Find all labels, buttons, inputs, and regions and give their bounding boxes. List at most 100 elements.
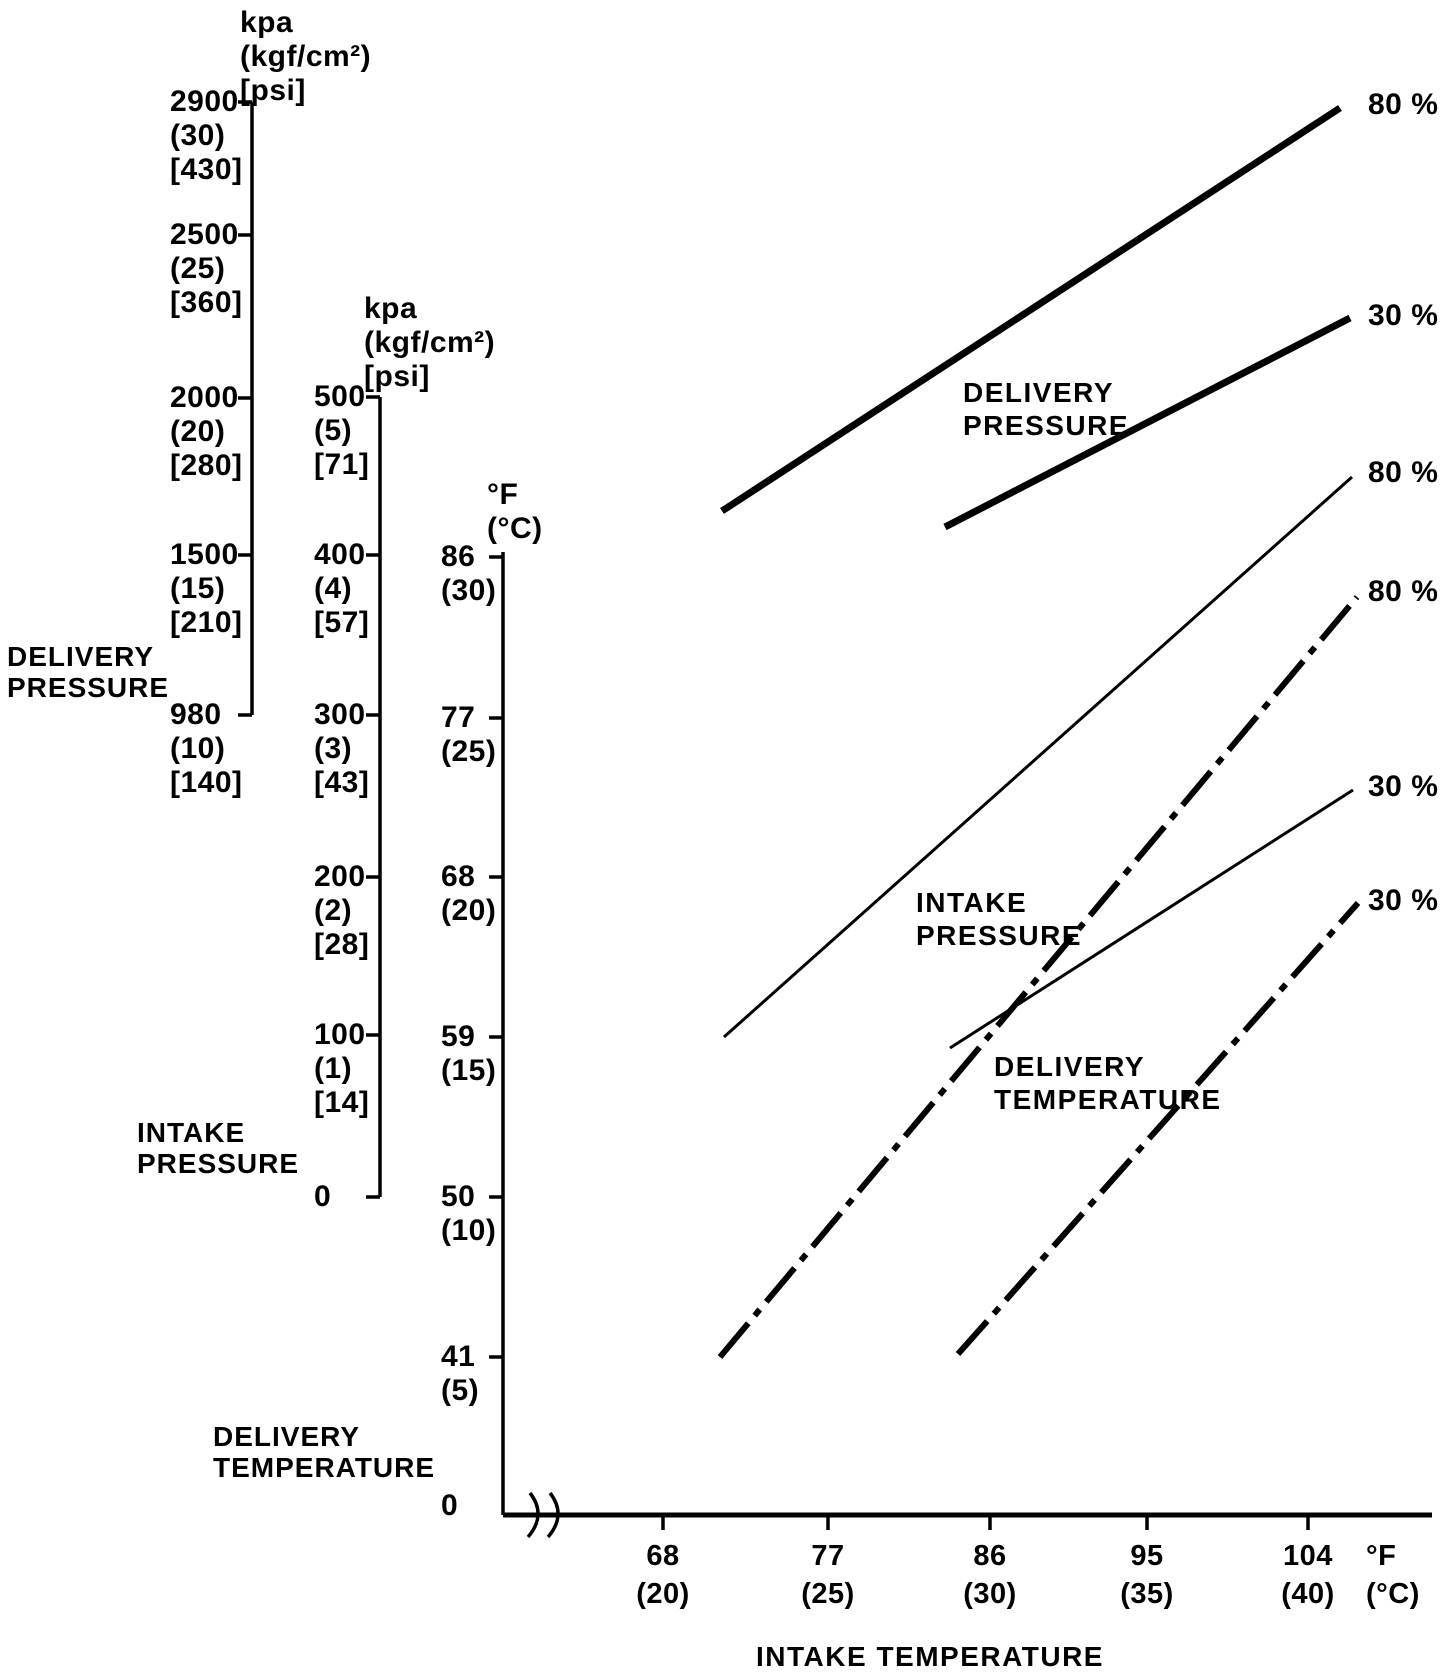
delivery-temperature-scale-tick-label: 0 (441, 1489, 458, 1523)
series-intake-pressure-80 (723, 475, 1353, 1039)
delivery-pressure-scale-tick-label-line: [210] (170, 606, 243, 639)
delivery-temperature-scale-tick-label-line: 59 (441, 1020, 476, 1053)
delivery-pressure-scale-tick-label-line: (15) (170, 572, 226, 605)
x-axis-unit-label: °F (°C) (1366, 1537, 1420, 1613)
x-axis-tick-label: 68 (20) (636, 1537, 690, 1613)
delivery-pressure-80-capacity-label: 80 % (1368, 88, 1438, 122)
delivery-temperature-scale-unit-label: °F (°C) (487, 478, 543, 546)
intake-pressure-scale-tick-label-line: 400 (314, 538, 366, 571)
delivery-pressure-scale-tick-label-line: [140] (170, 766, 243, 799)
x-axis-tick-label-line: 68 (646, 1540, 680, 1572)
delivery-temperature-scale-tick-label: 77 (25) (441, 701, 496, 769)
intake-pressure-scale-tick-label-line: 300 (314, 698, 366, 731)
delivery-temperature-scale-name-line: DELIVERY (213, 1421, 360, 1452)
delivery-pressure-scale-tick-label: 2900 (30) [430] (170, 85, 243, 187)
intake-pressure-scale-tick-label: 400 (4) [57] (314, 538, 369, 640)
delivery-temperature-scale-tick-label-line: (15) (441, 1054, 497, 1087)
intake-pressure-scale-tick-label-line: 200 (314, 860, 366, 893)
delivery-pressure-scale-tick-label-line: [430] (170, 153, 243, 186)
intake-pressure-scale-tick-label: 500 (5) [71] (314, 380, 369, 482)
series-delivery-pressure-80 (720, 105, 1342, 514)
intake-pressure-scale-tick-label-line: [57] (314, 606, 370, 639)
delivery-pressure-scale-name: DELIVERY PRESSURE (7, 641, 169, 703)
delivery-temperature-scale-tick-label-line: (5) (441, 1374, 480, 1407)
x-axis-tick-label: 95 (35) (1120, 1537, 1174, 1613)
delivery-temperature-scale-tick-label: 59 (15) (441, 1020, 496, 1088)
delivery-pressure-scale-tick-label-line: [360] (170, 286, 243, 319)
intake-pressure-plot-label-line: PRESSURE (916, 920, 1083, 951)
delivery-temperature-30-capacity-label-line: 30 % (1368, 884, 1439, 917)
delivery-temperature-scale-name-line: TEMPERATURE (213, 1452, 436, 1483)
delivery-pressure-scale-tick-label-line: 2000 (170, 381, 239, 414)
intake-pressure-scale-tick-label-line: (5) (314, 414, 353, 447)
delivery-pressure-scale-unit-label-line: (kgf/cm²) (240, 40, 372, 73)
delivery-pressure-scale-tick-label-line: 2500 (170, 218, 239, 251)
series-delivery-temperature-30 (955, 901, 1361, 1356)
intake-pressure-30-capacity-label-line: 30 % (1368, 770, 1439, 803)
intake-pressure-scale-tick-label-line: (2) (314, 894, 353, 927)
intake-pressure-scale-tick-label-line: [43] (314, 766, 370, 799)
delivery-temperature-scale-tick-label-line: (20) (441, 894, 497, 927)
delivery-pressure-scale-tick-label: 1500 (15) [210] (170, 538, 243, 640)
x-axis-tick-label: 104 (40) (1281, 1537, 1335, 1613)
delivery-pressure-scale-tick-label: 2000 (20) [280] (170, 381, 243, 483)
intake-pressure-scale-name: INTAKE PRESSURE (137, 1117, 299, 1179)
delivery-temperature-scale-tick-label: 86 (30) (441, 540, 496, 608)
delivery-pressure-30-capacity-label-line: 30 % (1368, 299, 1439, 332)
delivery-temperature-plot-label-line: TEMPERATURE (994, 1084, 1222, 1115)
x-axis-tick-label: 86 (30) (963, 1537, 1017, 1613)
delivery-temperature-scale-tick-label-line: 77 (441, 701, 476, 734)
delivery-pressure-scale-unit-label-line: kpa (240, 6, 294, 39)
x-axis-tick-label-line: (30) (963, 1578, 1017, 1610)
intake-pressure-scale-unit-label-line: [psi] (364, 360, 430, 393)
x-axis-tick-label: 77 (25) (801, 1537, 855, 1613)
delivery-pressure-scale-tick-label-line: (20) (170, 415, 226, 448)
delivery-pressure-plot-label: DELIVERY PRESSURE (963, 376, 1129, 442)
series-delivery-pressure-30 (943, 314, 1352, 531)
series-intake-pressure-30 (949, 788, 1354, 1050)
x-axis-unit-label-line: °F (1366, 1540, 1397, 1572)
x-axis-tick-label-line: (20) (636, 1578, 690, 1610)
x-axis-tick-label-line: 104 (1283, 1540, 1333, 1572)
intake-pressure-scale-tick-label-line: [14] (314, 1086, 370, 1119)
delivery-pressure-scale-tick-label-line: (30) (170, 119, 226, 152)
intake-pressure-80-capacity-label-line: 80 % (1368, 456, 1439, 489)
delivery-temperature-scale-tick-label: 50 (10) (441, 1180, 496, 1248)
delivery-temperature-plot-label-line: DELIVERY (994, 1051, 1145, 1082)
delivery-pressure-scale-tick-label-line: (25) (170, 252, 226, 285)
intake-pressure-30-capacity-label: 30 % (1368, 770, 1438, 804)
delivery-temperature-scale-tick-label-line: (25) (441, 735, 497, 768)
delivery-temperature-scale-tick-label: 41 (5) (441, 1340, 479, 1408)
intake-pressure-80-capacity-label: 80 % (1368, 456, 1438, 490)
delivery-temperature-scale-tick-label-line: (10) (441, 1214, 497, 1247)
x-axis-tick-label-line: (35) (1120, 1578, 1174, 1610)
intake-pressure-plot-label: INTAKE PRESSURE (916, 886, 1082, 952)
delivery-temperature-scale-tick-label-line: (30) (441, 574, 497, 607)
x-axis-title: INTAKE TEMPERATURE (756, 1641, 1104, 1672)
delivery-temperature-30-capacity-label: 30 % (1368, 884, 1438, 918)
delivery-temperature-80-capacity-label-line: 80 % (1368, 575, 1439, 608)
intake-pressure-plot-label-line: INTAKE (916, 887, 1028, 918)
intake-pressure-scale-tick-label-line: [28] (314, 928, 370, 961)
intake-pressure-scale-tick-label-line: (3) (314, 732, 353, 765)
x-axis-unit-label-line: (°C) (1366, 1578, 1420, 1610)
delivery-temperature-scale-name: DELIVERY TEMPERATURE (213, 1421, 435, 1483)
delivery-pressure-scale-tick-label: 2500 (25) [360] (170, 218, 243, 320)
delivery-pressure-30-capacity-label: 30 % (1368, 299, 1438, 333)
intake-pressure-scale-name-line: PRESSURE (137, 1148, 300, 1179)
intake-pressure-scale-tick-label-line: (1) (314, 1052, 353, 1085)
intake-pressure-scale-tick-label: 0 (314, 1180, 331, 1214)
intake-pressure-scale-name-line: INTAKE (137, 1117, 246, 1148)
delivery-pressure-scale-tick-label-line: [280] (170, 449, 243, 482)
delivery-pressure-scale-tick-label-line: (10) (170, 732, 226, 765)
delivery-temperature-scale-unit-label-line: °F (487, 478, 519, 511)
delivery-temperature-80-capacity-label: 80 % (1368, 575, 1438, 609)
x-axis-tick-label-line: (25) (801, 1578, 855, 1610)
intake-pressure-scale-tick-label: 300 (3) [43] (314, 698, 369, 800)
delivery-pressure-scale-tick-label: 980 (10) [140] (170, 698, 243, 800)
delivery-pressure-scale-tick-label-line: 2900 (170, 85, 239, 118)
delivery-pressure-80-capacity-label-line: 80 % (1368, 88, 1439, 121)
x-axis-tick-label-line: 86 (973, 1540, 1007, 1572)
series-delivery-temperature-80 (717, 595, 1360, 1359)
x-axis-tick-label-line: 95 (1130, 1540, 1164, 1572)
